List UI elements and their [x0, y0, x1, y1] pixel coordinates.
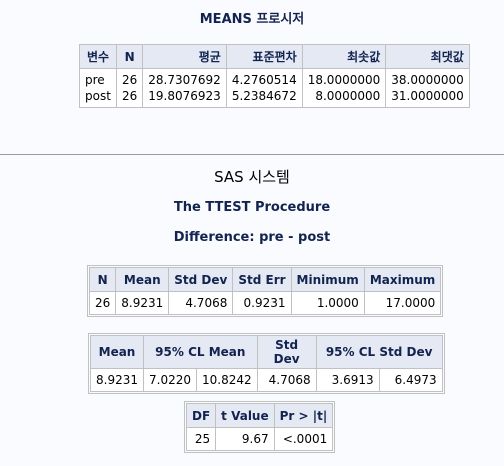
test-header-pr: Pr > |t|: [273, 403, 334, 428]
cl-stddev-lower: 3.6913: [315, 368, 380, 392]
means-stddev-post: 5.2384672: [231, 89, 297, 103]
stats-header-stddev: Std Dev: [168, 267, 234, 292]
system-title: SAS 시스템: [214, 168, 290, 186]
stats-stderr-value: 0.9231: [232, 291, 292, 315]
means-title: MEANS 프로시저: [199, 12, 305, 27]
cl-mean-lower: 7.0220: [143, 368, 197, 392]
cl-header-mean: Mean: [90, 335, 144, 369]
ttest-test-table: DF t Value Pr > |t| 25 9.67 <.0001: [183, 401, 336, 453]
means-max-cell: 38.0000000 31.0000000: [385, 68, 470, 108]
table-row: 26 8.9231 4.7068 0.9231 1.0000 17.0000: [88, 291, 442, 315]
test-header-df: DF: [185, 403, 217, 428]
stats-header-max: Maximum: [363, 267, 442, 292]
cl-stddev-upper: 6.4973: [378, 368, 443, 392]
means-header-mean: 평균: [142, 44, 227, 69]
means-table: 변수 N 평균 표준편차 최솟값 최댓값 pre post 26 26 28.7…: [79, 44, 470, 108]
stats-header-stderr: Std Err: [232, 267, 292, 292]
table-row: pre post 26 26 28.7307692 19.8076923 4.2…: [79, 68, 470, 108]
test-df-value: 25: [185, 427, 217, 451]
stats-mean-value: 8.9231: [115, 291, 170, 315]
means-header-max: 최댓값: [385, 44, 470, 69]
stats-max-value: 17.0000: [363, 291, 442, 315]
cl-mean-upper: 10.8242: [196, 368, 258, 392]
means-header-variable: 변수: [79, 44, 117, 69]
test-tvalue-value: 9.67: [215, 427, 275, 451]
test-pr-value: <.0001: [273, 427, 334, 451]
test-header-tvalue: t Value: [215, 403, 275, 428]
stats-n-value: 26: [88, 291, 117, 315]
means-var-pre: pre: [85, 73, 105, 87]
means-mean-post: 19.8076923: [148, 89, 221, 103]
cl-header-cl-stddev: 95% CL Std Dev: [315, 335, 443, 369]
procedure-title: The TTEST Procedure: [173, 200, 331, 215]
means-header-min: 최솟값: [301, 44, 387, 69]
stats-min-value: 1.0000: [290, 291, 365, 315]
means-stddev-cell: 4.2760514 5.2384672: [225, 68, 303, 108]
ttest-stats-table: N Mean Std Dev Std Err Minimum Maximum 2…: [86, 265, 444, 317]
table-row: 8.9231 7.0220 10.8242 4.7068 3.6913 6.49…: [90, 368, 443, 392]
means-n-post: 26: [122, 89, 138, 103]
means-var-cell: pre post: [79, 68, 117, 108]
means-n-pre: 26: [122, 73, 138, 87]
stats-header-mean: Mean: [115, 267, 170, 292]
means-n-cell: 26 26: [115, 68, 144, 108]
means-header-row: 변수 N 평균 표준편차 최솟값 최댓값: [79, 44, 470, 69]
means-max-post: 31.0000000: [391, 89, 464, 103]
means-mean-pre: 28.7307692: [148, 73, 221, 87]
cl-header-cl-mean: 95% CL Mean: [143, 335, 258, 369]
cl-mean-value: 8.9231: [90, 368, 144, 392]
table-row: 25 9.67 <.0001: [185, 427, 334, 451]
stats-header-min: Minimum: [290, 267, 365, 292]
difference-title: Difference: pre - post: [173, 230, 331, 245]
cl-stddev-value: 4.7068: [256, 368, 317, 392]
means-mean-cell: 28.7307692 19.8076923: [142, 68, 227, 108]
means-min-cell: 18.0000000 8.0000000: [301, 68, 387, 108]
ttest-cl-table: Mean 95% CL Mean Std Dev 95% CL Std Dev …: [88, 333, 445, 394]
cl-header-stddev: Std Dev: [256, 335, 317, 369]
test-header-row: DF t Value Pr > |t|: [185, 403, 334, 428]
stats-header-n: N: [88, 267, 117, 292]
means-min-post: 8.0000000: [315, 89, 381, 103]
means-var-post: post: [85, 89, 111, 103]
means-stddev-pre: 4.2760514: [231, 73, 297, 87]
cl-header-row: Mean 95% CL Mean Std Dev 95% CL Std Dev: [90, 335, 443, 369]
stats-stddev-value: 4.7068: [168, 291, 234, 315]
stats-header-row: N Mean Std Dev Std Err Minimum Maximum: [88, 267, 442, 292]
section-divider: [0, 154, 504, 155]
means-header-stddev: 표준편차: [225, 44, 303, 69]
means-header-n: N: [115, 44, 144, 69]
means-min-pre: 18.0000000: [307, 73, 381, 87]
means-max-pre: 38.0000000: [391, 73, 464, 87]
